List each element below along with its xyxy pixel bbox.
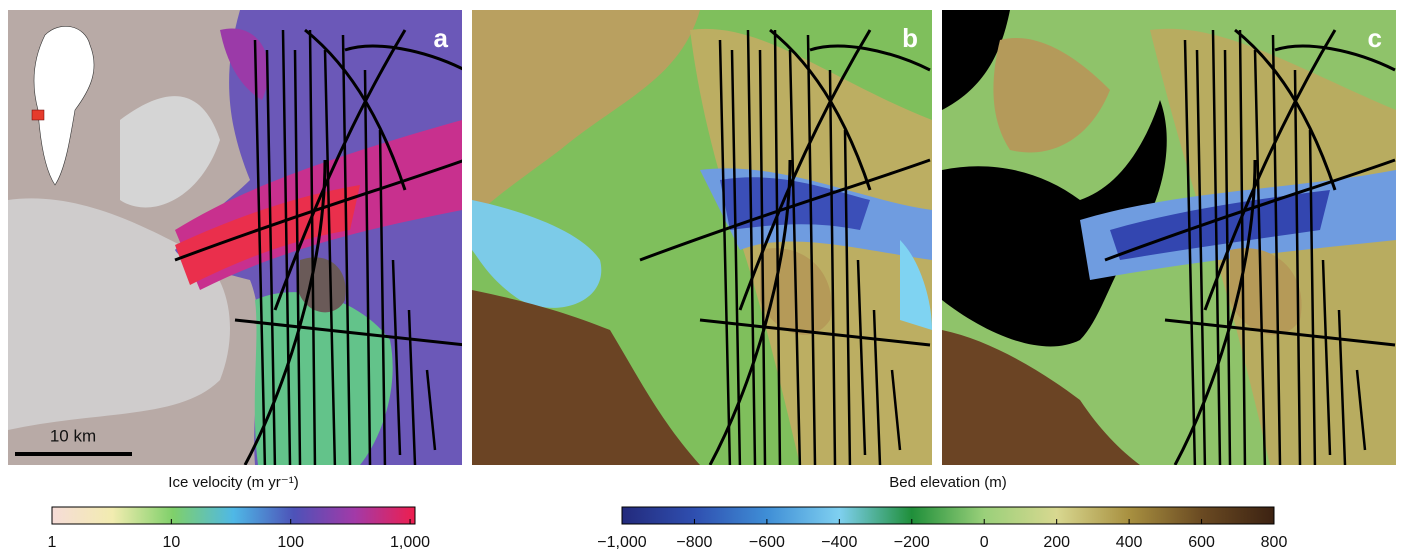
colorbar-tick-label: −1,000 bbox=[597, 534, 646, 550]
greenland-inset bbox=[33, 26, 95, 186]
panel-label: c bbox=[1368, 23, 1382, 53]
colorbar-tick-label: 0 bbox=[980, 534, 989, 550]
colorbar-tick-label: 1 bbox=[48, 534, 57, 550]
colorbar-tick-label: 200 bbox=[1043, 534, 1070, 550]
colorbar-tick-label: −800 bbox=[676, 534, 712, 550]
panel-a-map: 10 km a bbox=[8, 10, 462, 465]
panel-c-map: c bbox=[942, 10, 1396, 465]
colorbar bbox=[621, 506, 1275, 525]
colorbar-title: Ice velocity (m yr⁻¹) bbox=[168, 474, 298, 491]
panel-b-map: b bbox=[472, 10, 932, 465]
colorbar-tick-label: −200 bbox=[894, 534, 930, 550]
panel-label: a bbox=[434, 23, 449, 53]
inset-location bbox=[31, 109, 45, 121]
colorbar-tick-label: 1,000 bbox=[390, 534, 430, 550]
colorbar-title: Bed elevation (m) bbox=[889, 474, 1007, 491]
colorbar-tick-label: 800 bbox=[1261, 534, 1288, 550]
panel-label: b bbox=[902, 23, 918, 53]
colorbar-tick-label: 100 bbox=[277, 534, 304, 550]
colorbar-tick-label: 10 bbox=[162, 534, 180, 550]
colorbar bbox=[51, 506, 416, 525]
colorbar-tick-label: −400 bbox=[821, 534, 857, 550]
colorbars: Ice velocity (m yr⁻¹) 1 10 100 1,000 Bed elev… bbox=[48, 474, 1288, 551]
colorbar-tick-label: 400 bbox=[1116, 534, 1143, 550]
colorbar-tick-label: −600 bbox=[749, 534, 785, 550]
scale-bar-label: 10 km bbox=[50, 426, 96, 445]
colorbar-tick-label: 600 bbox=[1188, 534, 1215, 550]
